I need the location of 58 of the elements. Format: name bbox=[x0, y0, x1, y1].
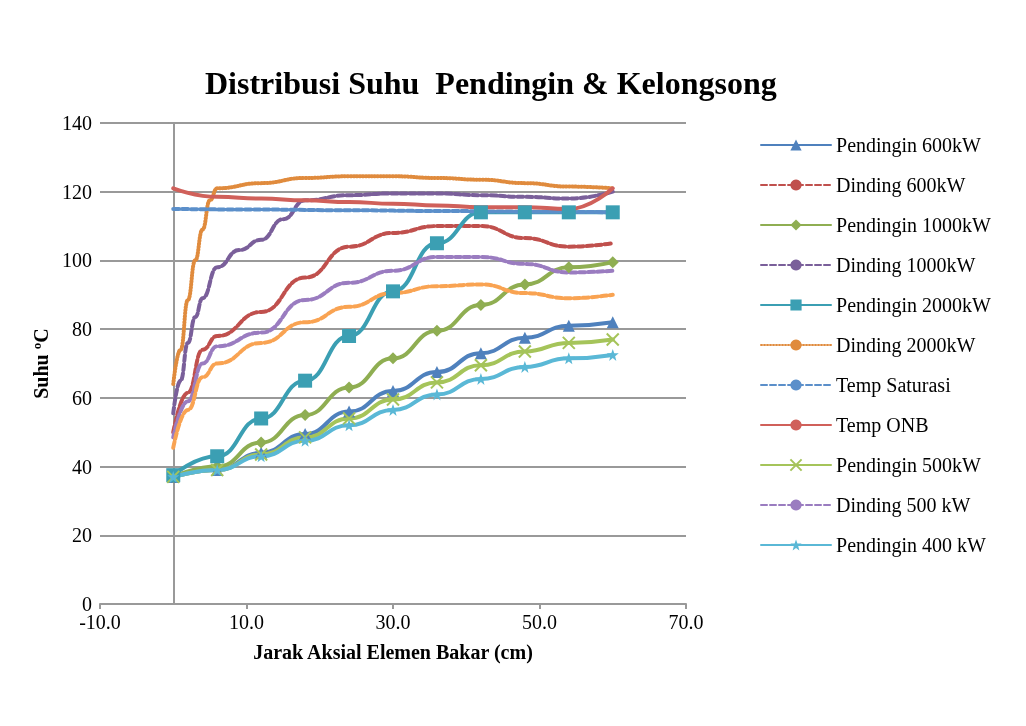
x-axis-title: Jarak Aksial Elemen Bakar (cm) bbox=[253, 641, 533, 664]
point bbox=[429, 236, 444, 251]
point bbox=[605, 205, 620, 220]
point bbox=[386, 392, 400, 407]
legend-label: Temp Saturasi bbox=[836, 374, 952, 397]
y-tick-label: 60 bbox=[72, 386, 92, 409]
x-tick-label: 70.0 bbox=[668, 611, 704, 633]
line-series bbox=[171, 189, 615, 416]
y-tick-label: 120 bbox=[62, 180, 92, 203]
point bbox=[342, 411, 357, 426]
point bbox=[561, 205, 576, 220]
chart-title: Distribusi Suhu Pendingin & Kelongsong bbox=[205, 65, 777, 101]
point bbox=[561, 335, 576, 350]
point bbox=[343, 419, 356, 432]
point bbox=[473, 205, 488, 220]
legend-label: Pendingin 400 kW bbox=[836, 534, 987, 557]
point bbox=[255, 436, 268, 449]
point bbox=[517, 344, 532, 359]
point bbox=[254, 411, 269, 426]
point bbox=[299, 434, 312, 447]
legend-label: Pendingin 500kW bbox=[836, 454, 982, 477]
legend-label: Pendingin 2000kW bbox=[836, 294, 992, 317]
point bbox=[429, 375, 444, 390]
point bbox=[562, 352, 575, 365]
x-tick-label: 30.0 bbox=[375, 611, 411, 633]
y-tick-label: 100 bbox=[62, 249, 92, 272]
y-tick-label: 20 bbox=[72, 524, 92, 547]
point bbox=[430, 388, 443, 401]
legend-label: Dinding 600kW bbox=[836, 174, 966, 197]
x-tick-label: 50.0 bbox=[522, 611, 557, 633]
point bbox=[298, 373, 313, 388]
point bbox=[606, 316, 619, 329]
point bbox=[518, 331, 531, 344]
line-series bbox=[171, 224, 615, 435]
point bbox=[473, 358, 488, 373]
y-tick-label: 80 bbox=[72, 318, 92, 341]
point bbox=[342, 329, 357, 344]
point bbox=[386, 284, 400, 299]
y-tick-label: 140 bbox=[62, 112, 92, 134]
point bbox=[517, 205, 532, 220]
legend-label: Dinding 1000kW bbox=[836, 254, 976, 277]
y-tick-label: 40 bbox=[72, 455, 92, 478]
point bbox=[605, 332, 620, 347]
legend-label: Dinding 2000kW bbox=[836, 334, 976, 357]
point bbox=[562, 319, 575, 332]
point bbox=[298, 430, 313, 445]
line-series bbox=[171, 282, 615, 450]
legend-label: Temp ONB bbox=[836, 414, 929, 437]
line-series bbox=[171, 174, 615, 387]
point bbox=[606, 256, 619, 269]
point bbox=[606, 348, 619, 361]
legend-label: Pendingin 1000kW bbox=[836, 214, 992, 237]
legend-label: Dinding 500 kW bbox=[836, 494, 971, 517]
point bbox=[210, 449, 225, 464]
y-axis-title: Suhu ºC bbox=[30, 328, 53, 399]
x-tick-label: 10.0 bbox=[229, 611, 264, 633]
legend-label: Pendingin 600kW bbox=[836, 134, 982, 157]
point bbox=[474, 347, 487, 360]
